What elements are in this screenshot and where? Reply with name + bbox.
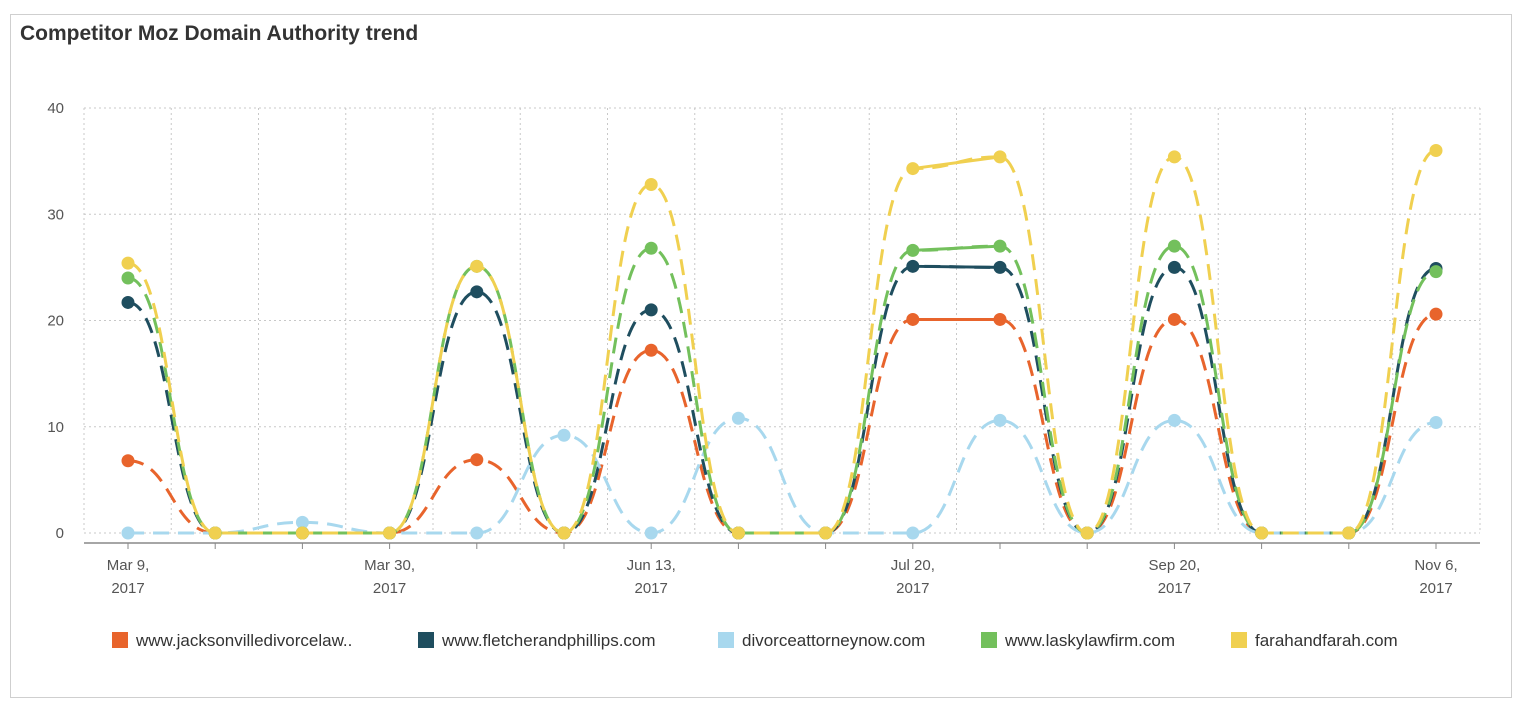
axes: 0 10 20 30 40 Mar 9, 2017 Mar 30, 2017 Jun 13, 201… — [47, 100, 1480, 597]
legend-label: www.fletcherandphillips.com — [441, 631, 656, 650]
y-tick-label: 10 — [47, 419, 64, 436]
series-segment — [912, 244, 1001, 252]
data-point — [121, 295, 135, 309]
series-segment — [912, 264, 1001, 269]
x-tick-label: Mar 30, — [364, 557, 415, 574]
data-point — [121, 454, 135, 468]
legend-swatch — [1231, 632, 1247, 648]
x-tick-label-year: 2017 — [1419, 580, 1452, 597]
data-point — [557, 428, 571, 442]
data-point — [1167, 312, 1181, 326]
data-point — [993, 413, 1007, 427]
y-tick-label: 30 — [47, 206, 64, 223]
legend-swatch — [418, 632, 434, 648]
x-tick-label: Sep 20, — [1149, 557, 1201, 574]
data-point — [644, 526, 658, 540]
data-point — [470, 285, 484, 299]
data-point — [906, 526, 920, 540]
legend-swatch — [718, 632, 734, 648]
data-point — [1429, 416, 1443, 429]
series-line — [128, 416, 1437, 535]
data-point — [906, 243, 920, 257]
data-point — [644, 303, 658, 317]
data-point — [121, 271, 135, 285]
grid — [83, 107, 1481, 534]
x-tick-label-year: 2017 — [373, 580, 406, 597]
data-point — [1167, 413, 1181, 427]
data-point — [906, 259, 920, 273]
series-2 — [121, 411, 1443, 540]
data-point — [1342, 526, 1356, 540]
data-point — [731, 526, 745, 540]
data-point — [121, 256, 135, 270]
y-tick-label: 40 — [47, 100, 64, 117]
legend-label: www.jacksonvilledivorcelaw.. — [135, 631, 352, 650]
data-point — [1167, 150, 1181, 164]
data-point — [470, 526, 484, 540]
data-point — [557, 526, 571, 540]
legend: www.jacksonvilledivorcelaw.. www.fletcher… — [112, 631, 1398, 650]
data-point — [1080, 526, 1094, 540]
data-point — [1255, 526, 1269, 540]
data-point — [644, 241, 658, 255]
x-tick-label-year: 2017 — [635, 580, 668, 597]
y-tick-label: 0 — [56, 525, 64, 542]
series-segment — [912, 155, 1001, 171]
data-point — [470, 453, 484, 467]
chart-card — [10, 14, 1512, 698]
data-point — [819, 526, 833, 540]
data-point — [906, 312, 920, 326]
legend-label: www.laskylawfirm.com — [1004, 631, 1175, 650]
legend-swatch — [981, 632, 997, 648]
chart-title: Competitor Moz Domain Authority trend — [20, 22, 419, 45]
data-point — [383, 526, 397, 540]
legend-label: farahandfarah.com — [1255, 631, 1398, 650]
data-point — [993, 150, 1007, 164]
data-point — [1429, 307, 1443, 321]
data-point — [731, 411, 745, 425]
series-line — [127, 149, 1437, 535]
data-point — [906, 162, 920, 176]
data-point — [1167, 239, 1181, 253]
x-tick-label: Jul 20, — [891, 557, 935, 574]
x-tick-label-year: 2017 — [111, 580, 144, 597]
data-point — [208, 526, 222, 540]
data-point — [295, 515, 309, 529]
legend-label: divorceattorneynow.com — [742, 631, 925, 650]
data-point — [644, 343, 658, 357]
data-point — [644, 178, 658, 191]
legend-swatch — [112, 632, 128, 648]
series-layer — [121, 144, 1443, 540]
x-tick-label: Jun 13, — [627, 557, 676, 574]
data-point — [1167, 260, 1181, 274]
data-point — [993, 260, 1007, 274]
data-point — [993, 312, 1007, 326]
data-point — [1429, 144, 1443, 157]
data-point — [470, 259, 484, 273]
x-tick-label-year: 2017 — [1158, 580, 1191, 597]
x-tick-label: Nov 6, — [1414, 557, 1457, 574]
y-tick-label: 20 — [47, 313, 64, 330]
series-4 — [121, 144, 1443, 540]
x-tick-label: Mar 9, — [107, 557, 150, 574]
data-point — [993, 239, 1007, 253]
data-point — [121, 526, 135, 540]
data-point — [1429, 265, 1443, 279]
x-tick-label-year: 2017 — [896, 580, 929, 597]
data-point — [295, 526, 309, 540]
